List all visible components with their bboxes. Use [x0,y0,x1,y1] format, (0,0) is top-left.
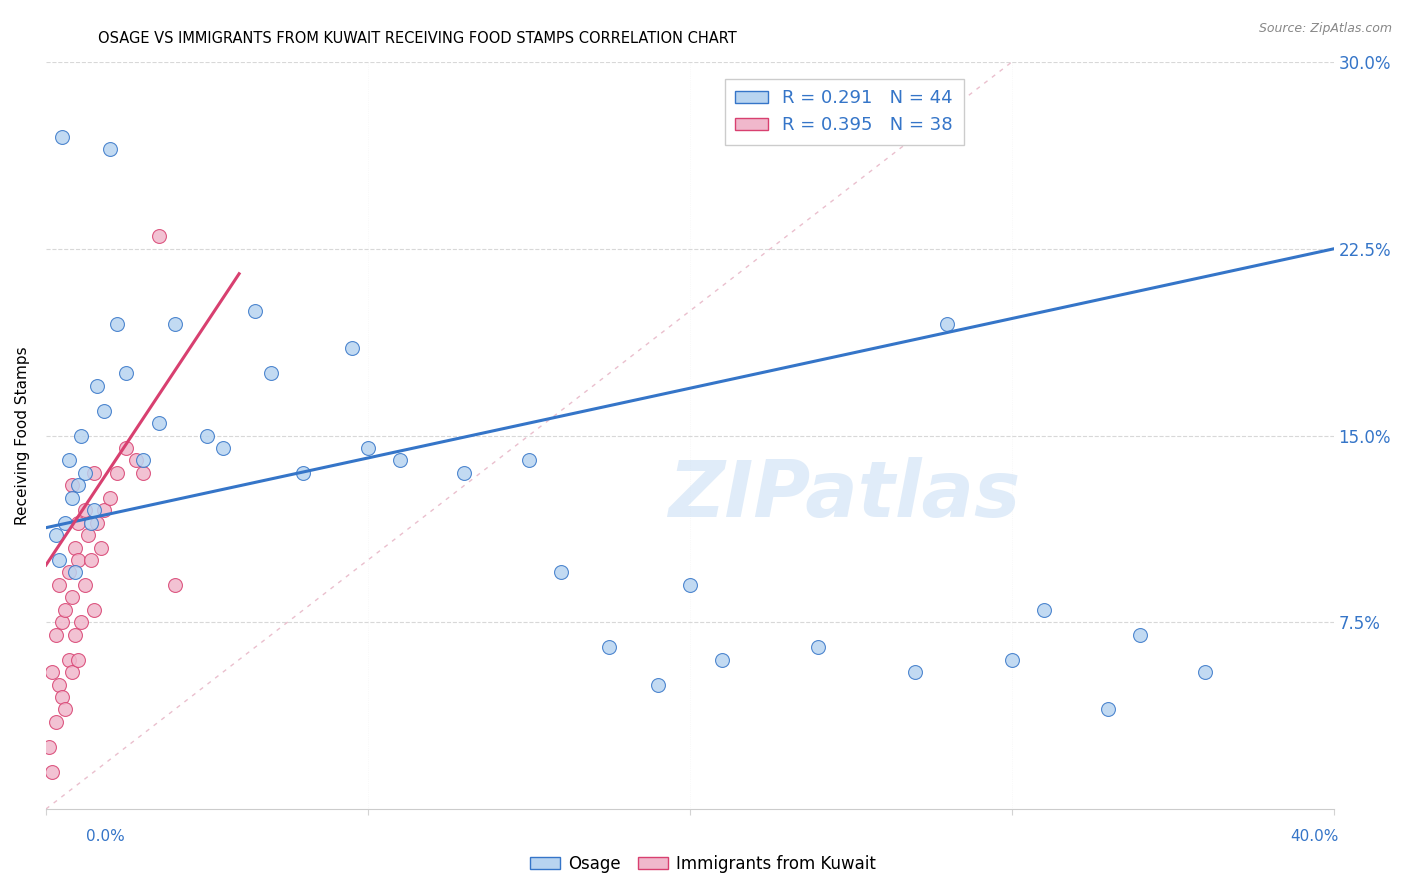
Point [70,615,93,630]
Point [83,466,105,480]
Point [131,453,153,467]
Point [131,466,153,480]
Point [212,441,235,455]
Point [80,553,103,567]
Point [93,403,115,417]
Point [98,491,121,505]
Point [53,603,76,617]
Point [38,739,60,754]
Point [679,578,702,592]
Point [357,441,380,455]
Point [936,317,959,331]
Point [41,764,63,779]
Point [1194,665,1216,679]
Point [67,553,90,567]
Point [41,665,63,679]
Point [70,428,93,442]
Point [115,367,138,381]
Legend: R = 0.291   N = 44, R = 0.395   N = 38: R = 0.291 N = 44, R = 0.395 N = 38 [724,78,965,145]
Text: ZIPatlas: ZIPatlas [668,458,1021,533]
Point [63,628,86,642]
Point [51,690,73,704]
Text: 40.0%: 40.0% [1291,830,1339,844]
Point [598,640,620,655]
Point [163,317,186,331]
Point [83,603,105,617]
Point [58,566,80,580]
Point [807,640,830,655]
Point [58,453,80,467]
Point [710,652,733,666]
Point [115,441,138,455]
Point [517,453,540,467]
Point [60,665,83,679]
Point [245,304,267,318]
Text: Source: ZipAtlas.com: Source: ZipAtlas.com [1258,22,1392,36]
Point [48,677,70,691]
Point [1001,652,1024,666]
Point [340,342,363,356]
Point [292,466,315,480]
Point [67,516,90,530]
Point [163,578,186,592]
Point [98,142,121,156]
Point [60,491,83,505]
Point [53,702,76,716]
Point [63,566,86,580]
Point [58,652,80,666]
Point [904,665,927,679]
Point [125,453,148,467]
Point [105,466,128,480]
Point [389,453,412,467]
Point [67,652,90,666]
Point [195,428,218,442]
Point [90,541,112,555]
Point [51,615,73,630]
Point [148,416,170,430]
Point [550,566,572,580]
Point [86,516,108,530]
Point [51,129,73,144]
Point [76,528,98,542]
Point [73,578,96,592]
Point [1032,603,1054,617]
Point [48,553,70,567]
Y-axis label: Receiving Food Stamps: Receiving Food Stamps [15,346,30,524]
Point [453,466,475,480]
Point [60,478,83,492]
Text: 0.0%: 0.0% [86,830,125,844]
Point [93,503,115,517]
Point [45,628,67,642]
Point [1129,628,1152,642]
Point [45,528,67,542]
Point [63,541,86,555]
Point [48,578,70,592]
Point [67,478,90,492]
Point [260,367,283,381]
Point [73,466,96,480]
Point [73,503,96,517]
Point [45,714,67,729]
Point [86,378,108,392]
Point [1097,702,1119,716]
Point [80,516,103,530]
Point [60,591,83,605]
Point [83,503,105,517]
Point [105,317,128,331]
Point [53,516,76,530]
Point [647,677,669,691]
Legend: Osage, Immigrants from Kuwait: Osage, Immigrants from Kuwait [523,848,883,880]
Text: OSAGE VS IMMIGRANTS FROM KUWAIT RECEIVING FOOD STAMPS CORRELATION CHART: OSAGE VS IMMIGRANTS FROM KUWAIT RECEIVIN… [98,31,737,46]
Point [148,229,170,244]
